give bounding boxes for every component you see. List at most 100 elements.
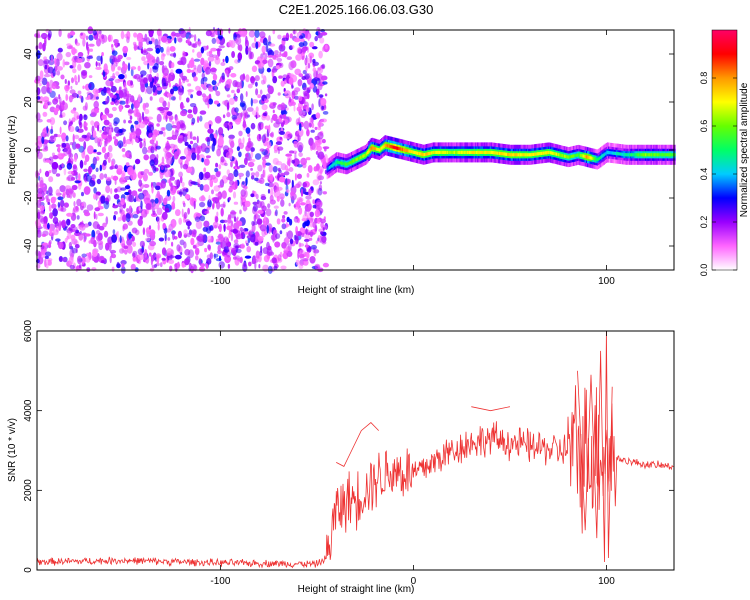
noise-speckle <box>293 204 297 208</box>
noise-speckle <box>199 201 206 208</box>
noise-speckle <box>228 40 233 48</box>
trace-cell <box>330 165 332 169</box>
trace-cell <box>581 154 583 158</box>
noise-speckle <box>245 170 250 178</box>
noise-speckle <box>250 147 255 152</box>
noise-speckle <box>244 231 249 235</box>
noise-speckle <box>294 68 302 76</box>
noise-speckle <box>158 97 165 104</box>
noise-speckle <box>46 101 52 106</box>
noise-speckle <box>141 50 148 56</box>
trace-cell <box>494 151 497 155</box>
noise-speckle <box>207 128 214 134</box>
noise-speckle <box>251 99 259 104</box>
trace-cell <box>426 152 428 156</box>
noise-speckle <box>184 141 189 146</box>
trace-cell <box>421 152 424 156</box>
trace-cell <box>332 163 334 167</box>
colorbar-tick-label: 0.4 <box>699 168 709 181</box>
noise-speckle <box>265 115 271 121</box>
noise-speckle <box>113 193 120 200</box>
trace-cell <box>641 153 644 157</box>
noise-speckle <box>147 62 150 70</box>
noise-speckle <box>218 45 225 49</box>
noise-speckle <box>308 122 312 128</box>
noise-speckle <box>248 30 256 38</box>
noise-speckle <box>166 189 171 197</box>
noise-speckle <box>187 89 192 96</box>
trace-cell <box>498 151 500 155</box>
trace-cell <box>447 150 449 154</box>
noise-speckle <box>46 87 51 93</box>
noise-speckle <box>228 214 232 220</box>
noise-speckle <box>200 46 205 54</box>
trace-cell <box>591 156 594 160</box>
noise-speckle <box>155 47 161 54</box>
noise-speckle <box>307 93 310 100</box>
noise-speckle <box>269 43 276 47</box>
noise-speckle <box>145 203 152 210</box>
trace-cell <box>586 155 588 159</box>
noise-speckle <box>178 171 184 178</box>
trace-cell <box>568 155 571 159</box>
noise-speckle <box>77 58 83 63</box>
noise-speckle <box>203 60 209 65</box>
noise-speckle <box>78 118 82 126</box>
noise-speckle <box>149 240 157 247</box>
noise-speckle <box>215 171 221 178</box>
noise-speckle <box>145 237 151 241</box>
noise-speckle <box>232 80 238 88</box>
noise-speckle <box>196 116 200 123</box>
snr-series-line <box>36 385 674 569</box>
noise-speckle <box>288 77 294 85</box>
noise-speckle <box>166 48 170 56</box>
noise-speckle <box>44 255 49 259</box>
noise-speckle <box>201 194 205 202</box>
trace-cell <box>425 152 427 156</box>
noise-speckle <box>113 39 119 44</box>
trace-cell <box>599 155 602 159</box>
noise-speckle <box>110 85 117 93</box>
noise-speckle <box>195 255 199 261</box>
noise-speckle <box>299 35 304 39</box>
noise-speckle <box>257 236 264 242</box>
noise-speckle <box>319 37 325 44</box>
spectrogram-x-axis-label: Height of straight line (km) <box>298 285 415 296</box>
noise-speckle <box>217 137 224 147</box>
trace-cell <box>345 162 347 166</box>
noise-speckle <box>156 113 162 123</box>
noise-speckle <box>238 151 242 158</box>
trace-cell <box>545 151 547 155</box>
noise-speckle <box>239 164 246 168</box>
noise-speckle <box>57 134 62 138</box>
noise-speckle <box>43 73 51 78</box>
noise-speckle <box>109 249 117 254</box>
noise-speckle <box>307 63 311 69</box>
noise-speckle <box>293 37 301 43</box>
noise-speckle <box>310 244 317 250</box>
noise-speckle <box>306 251 310 259</box>
trace-cell <box>551 151 553 155</box>
noise-speckle <box>121 263 125 268</box>
noise-speckle <box>81 202 84 207</box>
noise-speckle <box>188 59 195 69</box>
noise-speckle <box>114 42 118 47</box>
noise-speckle <box>277 104 284 111</box>
noise-speckle <box>281 242 287 249</box>
noise-speckle <box>289 218 293 226</box>
trace-cell <box>406 149 409 153</box>
noise-speckle <box>174 179 180 186</box>
trace-cell <box>409 149 412 154</box>
noise-speckle <box>302 258 309 262</box>
noise-speckle <box>304 238 310 242</box>
noise-speckle <box>55 189 60 197</box>
noise-speckle <box>99 173 104 180</box>
noise-speckle <box>209 252 213 260</box>
noise-speckle <box>309 220 314 228</box>
trace-cell <box>440 150 442 154</box>
noise-speckle <box>44 64 48 70</box>
noise-speckle <box>309 117 314 122</box>
noise-speckle <box>300 157 307 166</box>
noise-speckle <box>166 136 173 140</box>
